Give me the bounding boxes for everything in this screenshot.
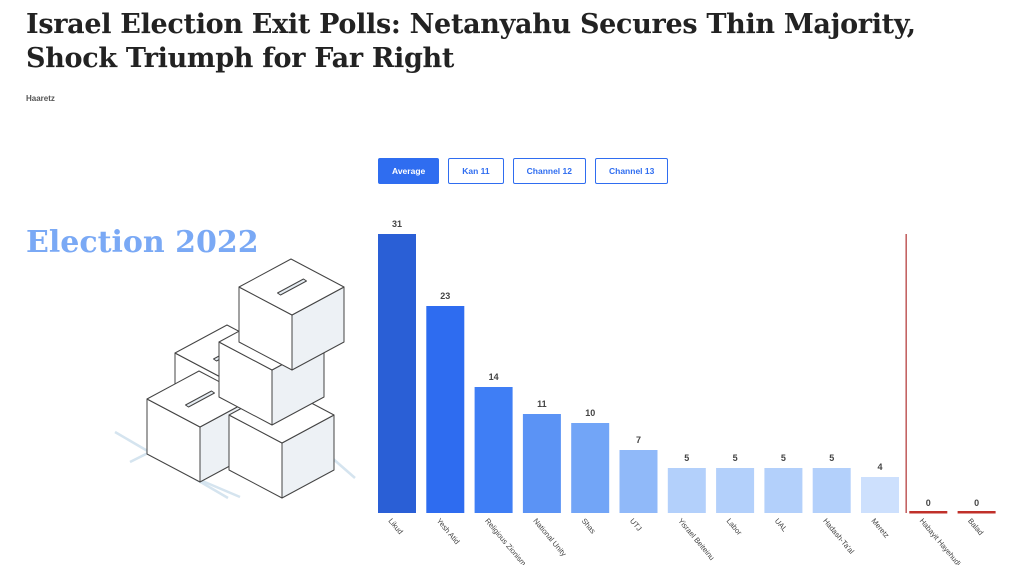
value-label: 5 [733,453,738,463]
illustration-title: Election 2022 [26,225,259,260]
category-label: Likud [386,517,404,537]
value-label: 31 [392,219,402,229]
ballot-box [174,324,281,437]
category-label: National Unity [531,517,568,559]
category-label: Hadash-Ta'al [821,517,856,556]
value-label: 5 [781,453,786,463]
value-label: 0 [974,498,979,508]
category-label: Shas [580,517,598,536]
category-label: Balad [966,517,985,537]
value-label: 0 [926,498,931,508]
source: Haaretz [26,94,55,103]
bar [957,511,996,514]
bar [474,387,513,513]
kan11-button[interactable]: Kan 11 [448,158,504,184]
floor-line [199,478,241,499]
category-label: Religious Zionism [483,517,528,565]
ballot-box [218,313,325,426]
floor-line [129,450,151,464]
category-label: Labor [725,517,745,538]
ballot-box [228,386,335,499]
value-label: 4 [877,462,882,472]
category-label: Yisrael Beiteinu [676,517,716,562]
category-label: Meretz [869,517,891,541]
poll-source-buttons: Average Kan 11 Channel 12 Channel 13 [378,158,669,184]
average-button[interactable]: Average [378,158,440,184]
channel13-button[interactable]: Channel 13 [595,158,669,184]
bar [378,234,416,513]
bar [522,414,561,513]
value-label: 7 [636,435,641,445]
value-label: 23 [440,291,450,301]
value-label: 14 [489,372,499,382]
bar [764,468,803,513]
bar [426,306,465,513]
ballot-box [146,370,253,483]
headline: Israel Election Exit Polls: Netanyahu Se… [26,9,916,74]
channel12-button[interactable]: Channel 12 [512,158,586,184]
bar [716,468,755,513]
floor-line [114,430,229,500]
bar [812,468,851,513]
floor-line [299,429,356,479]
category-label: UAL [773,517,789,534]
value-label: 11 [537,399,547,409]
value-label: 5 [829,453,834,463]
value-label: 10 [585,408,595,418]
category-label: UTJ [628,517,644,534]
bar [667,468,706,513]
bar [861,477,899,513]
bar [909,511,948,514]
category-label: Yesh Atid [435,517,462,547]
value-label: 5 [684,453,689,463]
category-label: Habayit Hayehudi [918,517,963,565]
ballot-box [238,258,345,371]
bar [571,423,610,513]
bar [619,450,658,513]
